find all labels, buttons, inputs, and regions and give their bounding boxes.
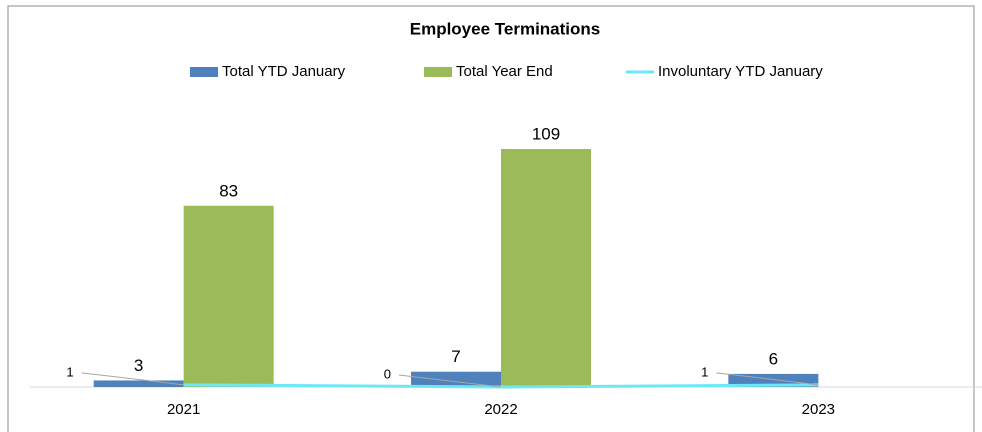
legend-swatch <box>424 67 452 77</box>
x-tick-label: 2023 <box>802 401 835 418</box>
leader-line <box>716 372 819 386</box>
bar <box>411 371 501 387</box>
data-label: 1 <box>66 364 73 379</box>
legend-swatch <box>190 67 218 77</box>
chart-title: Employee Terminations <box>410 19 601 38</box>
data-label: 1 <box>701 364 708 379</box>
legend-label: Total Year End <box>456 63 553 80</box>
data-label: 0 <box>384 366 391 381</box>
bar <box>501 149 591 387</box>
data-label: 83 <box>219 181 238 200</box>
data-label: 6 <box>769 349 778 368</box>
x-tick-label: 2022 <box>484 401 517 418</box>
data-label: 3 <box>134 356 143 375</box>
legend-label: Involuntary YTD January <box>658 63 823 80</box>
leader-line <box>81 372 184 386</box>
chart-frame <box>7 5 975 432</box>
leader-line <box>398 374 502 388</box>
legend-label: Total YTD January <box>222 63 346 80</box>
data-label: 7 <box>451 347 460 366</box>
bar <box>93 380 184 387</box>
data-label: 109 <box>532 124 560 143</box>
x-tick-label: 2021 <box>167 401 200 418</box>
bar <box>183 205 274 387</box>
